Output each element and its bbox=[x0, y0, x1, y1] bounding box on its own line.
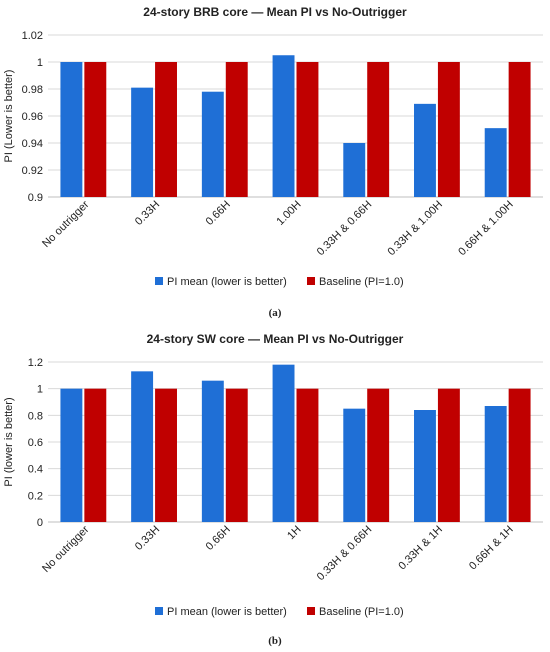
y-tick-label: 0.4 bbox=[28, 464, 43, 476]
x-tick-label: 0.33H & 1H bbox=[396, 524, 445, 573]
legend-label-baseline: Baseline (PI=1.0) bbox=[319, 276, 404, 288]
y-tick-label: 0 bbox=[37, 517, 43, 529]
x-tick-label: 0.33H bbox=[133, 524, 162, 553]
bar-pi-mean-5 bbox=[414, 410, 436, 522]
x-tick-label: 1.00H bbox=[274, 199, 303, 228]
bar-pi-mean-4 bbox=[343, 408, 366, 522]
bar-pi-mean-6 bbox=[484, 406, 507, 522]
bar-pi-mean-6 bbox=[484, 128, 507, 197]
legend-swatch-baseline bbox=[307, 277, 315, 285]
bar-pi-mean-1 bbox=[131, 371, 154, 522]
x-tick-label: 0.66H bbox=[204, 199, 233, 228]
bar-pi-mean-3 bbox=[272, 55, 295, 197]
y-tick-label: 1.2 bbox=[28, 357, 43, 369]
bar-baseline-4 bbox=[367, 388, 390, 522]
x-tick-label: 0.66H bbox=[204, 524, 233, 553]
bar-pi-mean-3 bbox=[272, 364, 295, 522]
chart-b-svg: 24-story SW core — Mean PI vs No-Outrigg… bbox=[3, 332, 543, 647]
legend-swatch-pi-mean bbox=[155, 277, 163, 285]
y-tick-label: 1 bbox=[37, 57, 43, 69]
legend-label-pi-mean: PI mean (lower is better) bbox=[167, 606, 287, 618]
chart-panel-b: 24-story SW core — Mean PI vs No-Outrigg… bbox=[0, 326, 550, 652]
chart-a-title: 24-story BRB core — Mean PI vs No-Outrig… bbox=[143, 5, 407, 19]
chart-b-title: 24-story SW core — Mean PI vs No-Outrigg… bbox=[147, 332, 404, 346]
legend-swatch-pi-mean bbox=[155, 607, 163, 615]
legend-swatch-baseline bbox=[307, 607, 315, 615]
bar-pi-mean-2 bbox=[201, 380, 224, 522]
bar-baseline-5 bbox=[437, 62, 460, 197]
y-tick-label: 0.94 bbox=[22, 138, 43, 150]
bar-baseline-5 bbox=[437, 388, 460, 522]
y-tick-label: 0.2 bbox=[28, 490, 43, 502]
bar-pi-mean-0 bbox=[60, 388, 83, 522]
chart-a-y-axis-label: PI (Lower is better) bbox=[3, 70, 15, 163]
x-tick-label: 1H bbox=[285, 524, 303, 542]
bar-baseline-2 bbox=[225, 62, 248, 197]
x-tick-label: 0.33H & 0.66H bbox=[315, 199, 375, 259]
x-tick-label: 0.33H bbox=[133, 199, 162, 228]
bar-pi-mean-5 bbox=[414, 103, 436, 197]
bar-baseline-0 bbox=[84, 62, 107, 197]
x-tick-label: No outrigger bbox=[40, 523, 92, 575]
bar-pi-mean-0 bbox=[60, 62, 83, 197]
y-tick-label: 0.96 bbox=[22, 111, 43, 123]
bar-baseline-6 bbox=[508, 62, 531, 197]
bar-pi-mean-1 bbox=[131, 87, 154, 197]
y-tick-label: 0.9 bbox=[28, 192, 43, 204]
chart-b-legend: PI mean (lower is better) Baseline (PI=1… bbox=[155, 606, 404, 618]
y-tick-label: 1.02 bbox=[22, 30, 43, 42]
y-tick-label: 0.98 bbox=[22, 84, 43, 96]
x-tick-label: 0.33H & 0.66H bbox=[315, 524, 375, 584]
chart-a-legend: PI mean (lower is better) Baseline (PI=1… bbox=[155, 276, 404, 288]
bar-baseline-1 bbox=[155, 62, 177, 197]
legend-label-baseline: Baseline (PI=1.0) bbox=[319, 606, 404, 618]
x-tick-label: 0.66H & 1H bbox=[467, 524, 516, 573]
bar-baseline-6 bbox=[508, 388, 531, 522]
chart-a-svg: 24-story BRB core — Mean PI vs No-Outrig… bbox=[3, 5, 543, 319]
y-tick-label: 1 bbox=[37, 384, 43, 396]
bar-pi-mean-4 bbox=[343, 143, 366, 197]
y-tick-label: 0.6 bbox=[28, 437, 43, 449]
legend-label-pi-mean: PI mean (lower is better) bbox=[167, 276, 287, 288]
chart-panel-a: 24-story BRB core — Mean PI vs No-Outrig… bbox=[3, 5, 543, 319]
bar-baseline-2 bbox=[225, 388, 248, 522]
y-tick-label: 0.92 bbox=[22, 165, 43, 177]
x-tick-label: 0.66H & 1.00H bbox=[456, 199, 516, 259]
chart-a-caption: (a) bbox=[269, 307, 282, 319]
bar-baseline-3 bbox=[296, 62, 319, 197]
x-tick-label: No outrigger bbox=[40, 198, 92, 250]
bar-pi-mean-2 bbox=[201, 91, 224, 197]
chart-b-y-axis-label: PI (lower is better) bbox=[3, 397, 15, 486]
bar-baseline-0 bbox=[84, 388, 107, 522]
bar-baseline-1 bbox=[155, 388, 177, 522]
bar-baseline-3 bbox=[296, 388, 319, 522]
x-tick-label: 0.33H & 1.00H bbox=[386, 199, 446, 259]
chart-b-caption: (b) bbox=[268, 635, 282, 647]
bar-baseline-4 bbox=[367, 62, 390, 197]
y-tick-label: 0.8 bbox=[28, 410, 43, 422]
